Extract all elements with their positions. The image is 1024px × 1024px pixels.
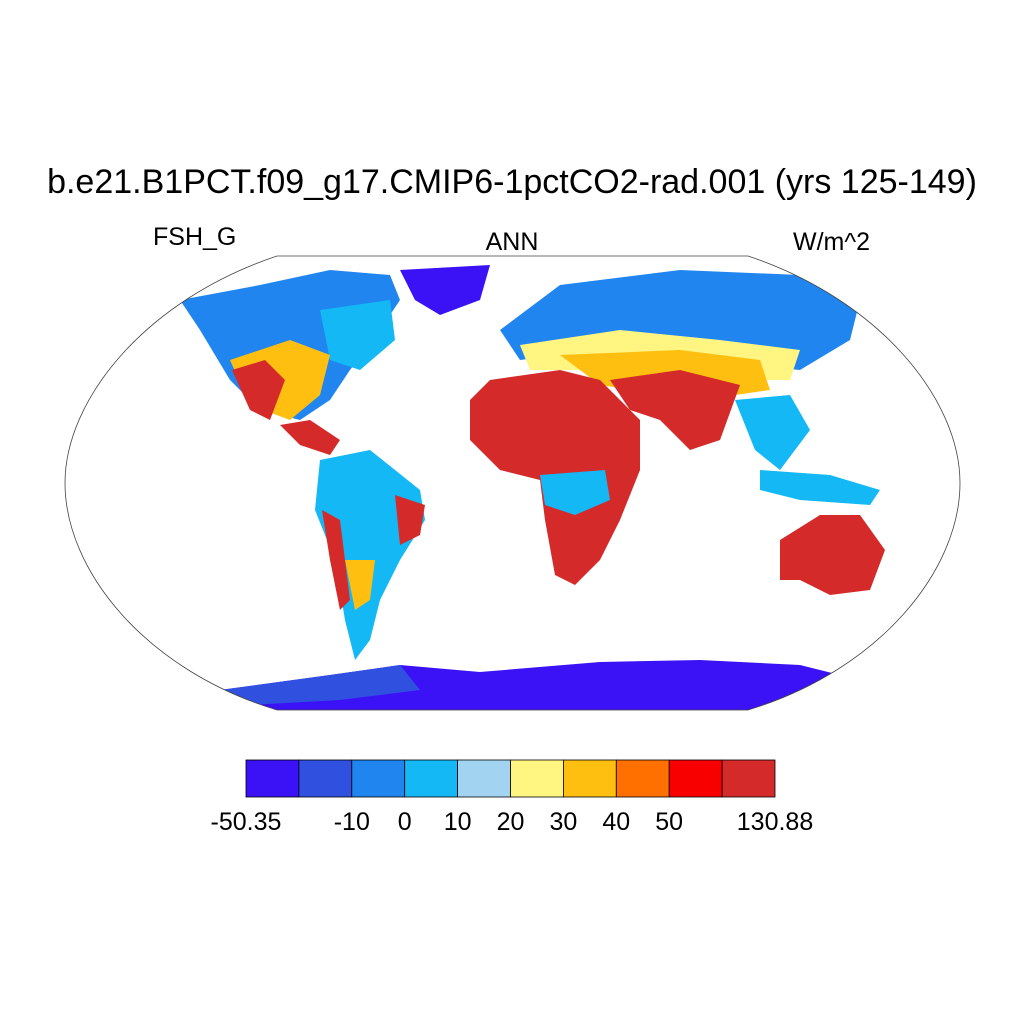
colorbar-label: 130.88 [737, 808, 813, 836]
land [180, 265, 900, 710]
colorbar-box [668, 759, 723, 798]
colorbar-label: -50.35 [211, 808, 282, 836]
title: b.e21.B1PCT.f09_g17.CMIP6-1pctCO2-rad.00… [47, 163, 977, 201]
southeast-asia [735, 395, 810, 470]
colorbar-box [615, 759, 670, 798]
north-america-desert [232, 360, 285, 420]
antarctica-coast [220, 665, 420, 705]
colorbar-label: 50 [655, 808, 683, 836]
south-america-west [322, 510, 350, 610]
left-string: FSH_G [153, 223, 236, 251]
map [64, 255, 961, 711]
central-america [280, 420, 340, 455]
colorbar-label: -10 [334, 808, 370, 836]
colorbar-box [351, 759, 406, 798]
africa-equatorial [540, 470, 610, 515]
south-america-south [345, 560, 375, 610]
map-outline [64, 255, 961, 711]
islands [760, 470, 880, 505]
colorbar-label: 10 [444, 808, 472, 836]
australia [780, 515, 885, 595]
colorbar: -50.35 -10 0 10 20 30 40 50 130.88 [211, 759, 813, 836]
colorbar-label: 30 [549, 808, 577, 836]
greenland [400, 265, 490, 315]
colorbar-box [298, 759, 353, 798]
colorbar-label: 20 [497, 808, 525, 836]
colorbar-box [563, 759, 617, 798]
colorbar-label: 40 [602, 808, 630, 836]
colorbar-box [245, 759, 300, 798]
asia-south [610, 370, 740, 450]
colorbar-box [510, 759, 564, 798]
center-string: ANN [486, 228, 539, 256]
colorbar-label: 0 [398, 808, 412, 836]
colorbar-box [457, 759, 511, 798]
south-america-east [395, 495, 425, 545]
right-string: W/m^2 [793, 228, 870, 256]
colorbar-box [404, 759, 459, 798]
north-america-north [320, 300, 395, 370]
colorbar-box [721, 759, 776, 798]
